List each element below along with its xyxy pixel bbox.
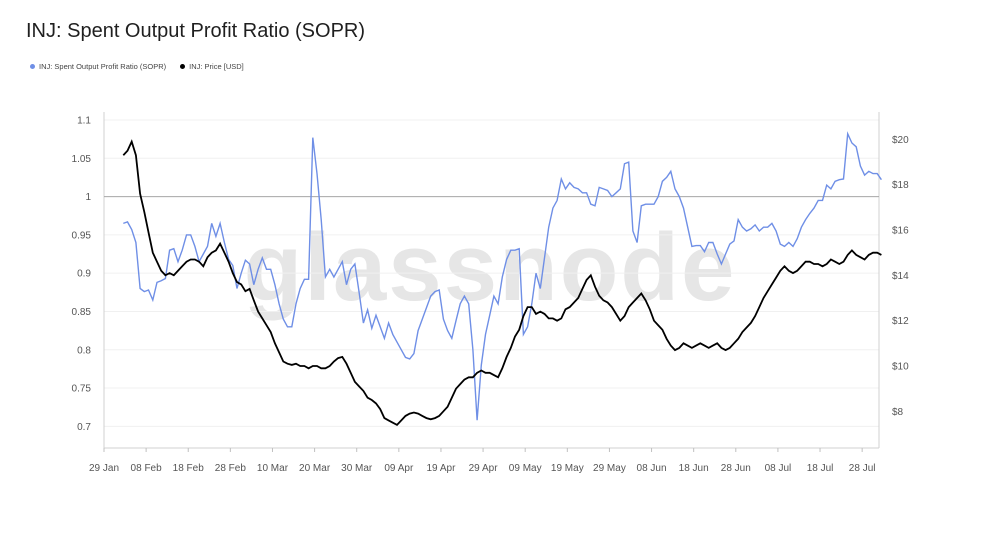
y-left-tick-label: 1.05 <box>72 154 92 165</box>
y-left-tick-label: 1 <box>85 192 91 203</box>
y-right-tick-label: $16 <box>892 226 909 237</box>
y-right-tick-label: $14 <box>892 271 909 282</box>
left-axis-ticks: 1.1 1.05 1 0.95 0.9 0.85 0.8 0.75 0.7 <box>72 116 92 433</box>
series-line-price <box>122 139 882 427</box>
x-tick-label: 19 May <box>551 463 584 474</box>
x-tick-label: 29 Jan <box>89 463 119 474</box>
x-tick-label: 28 Jul <box>849 463 876 474</box>
x-tick-label: 09 May <box>509 463 542 474</box>
watermark: glassnode <box>244 214 737 321</box>
x-tick-label: 08 Jun <box>637 463 667 474</box>
x-tick-label: 28 Feb <box>215 463 247 474</box>
y-right-tick-label: $10 <box>892 362 909 373</box>
x-tick-label: 18 Jul <box>807 463 834 474</box>
x-tick-label: 18 Feb <box>173 463 205 474</box>
legend-label-price: INJ: Price [USD] <box>189 62 244 71</box>
x-tick-label: 19 Apr <box>426 463 456 474</box>
y-right-tick-label: $8 <box>892 407 904 418</box>
x-tick-label: 09 Apr <box>384 463 414 474</box>
legend-dot-price <box>180 64 186 69</box>
x-tick-label: 28 Jun <box>721 463 751 474</box>
y-right-tick-label: $18 <box>892 180 909 191</box>
legend-item-sopr[interactable]: INJ: Spent Output Profit Ratio (SOPR) <box>30 62 166 71</box>
y-left-tick-label: 0.95 <box>72 230 92 241</box>
y-left-tick-label: 0.85 <box>72 307 92 318</box>
legend: INJ: Spent Output Profit Ratio (SOPR) IN… <box>30 62 244 71</box>
y-left-tick-label: 1.1 <box>77 116 91 127</box>
x-tick-label: 29 Apr <box>469 463 499 474</box>
y-right-tick-label: $20 <box>892 135 909 146</box>
y-right-tick-label: $12 <box>892 316 909 327</box>
legend-dot-sopr <box>30 64 35 69</box>
chart-title: INJ: Spent Output Profit Ratio (SOPR) <box>26 20 366 42</box>
x-tick-label: 08 Jul <box>765 463 792 474</box>
y-left-tick-label: 0.8 <box>77 345 91 356</box>
x-axis-ticks: 29 Jan 08 Feb 18 Feb 28 Feb 10 Mar 20 Mar 30 M… <box>89 448 876 474</box>
x-tick-label: 20 Mar <box>299 463 331 474</box>
x-tick-label: 18 Jun <box>679 463 709 474</box>
x-tick-label: 10 Mar <box>257 463 289 474</box>
y-left-tick-label: 0.7 <box>77 422 91 433</box>
x-tick-label: 30 Mar <box>341 463 373 474</box>
x-tick-label: 29 May <box>593 463 626 474</box>
right-axis-ticks: $20 $18 $16 $14 $12 $10 $8 <box>892 135 909 418</box>
y-left-tick-label: 0.9 <box>77 269 91 280</box>
grid <box>104 119 879 427</box>
y-left-tick-label: 0.75 <box>72 384 92 395</box>
legend-label-sopr: INJ: Spent Output Profit Ratio (SOPR) <box>39 62 167 71</box>
legend-item-price[interactable]: INJ: Price [USD] <box>180 62 244 71</box>
x-tick-label: 08 Feb <box>131 463 163 474</box>
series-line-sopr <box>123 131 882 421</box>
